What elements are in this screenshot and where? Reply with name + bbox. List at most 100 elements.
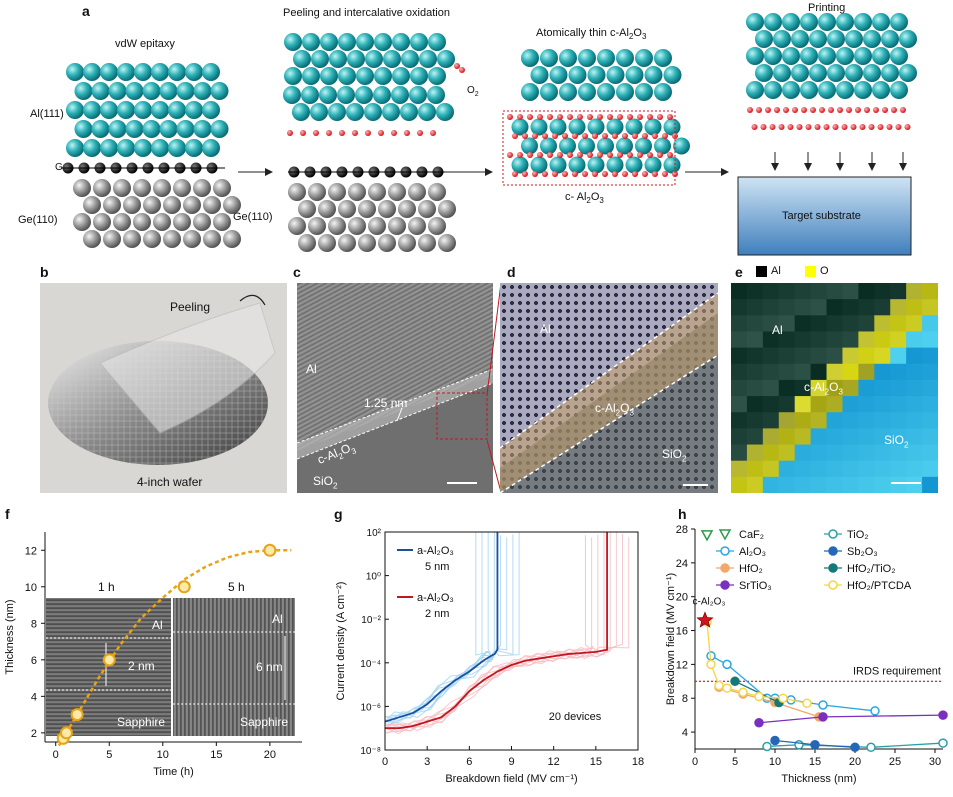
al-atom [644, 156, 662, 174]
series-line [384, 532, 499, 723]
al-atom [134, 101, 152, 119]
al-atom [383, 50, 401, 68]
data-point [818, 712, 828, 722]
x-tick-label: 5 [106, 749, 112, 761]
y-tick-label: 10 [25, 582, 37, 594]
legend-label: a-Al₂O₃ [417, 545, 454, 557]
al-atom [320, 67, 338, 85]
inset-right-substrate: Sapphire [240, 715, 289, 729]
eds-pixel [874, 315, 891, 332]
eds-pixel [922, 460, 938, 478]
panel-c-tem-image [297, 283, 493, 493]
y-axis-label: Current density (A cm⁻²) [335, 582, 347, 701]
al-atom [644, 66, 663, 84]
al-atom [827, 30, 845, 48]
eds-pixel [858, 315, 875, 332]
legend-label: Sb₂O₃ [847, 546, 878, 558]
al-atom [578, 137, 595, 155]
data-point [938, 738, 948, 748]
eds-pixel [778, 476, 796, 493]
inset-left-thickness: 2 nm [128, 659, 155, 673]
o-atom [783, 107, 789, 113]
eds-pixel [794, 299, 812, 316]
eds-pixel [778, 412, 796, 429]
eds-pixel [858, 412, 875, 429]
al-atom [890, 13, 908, 31]
al-atom [437, 50, 455, 68]
eds-pixel [858, 428, 875, 446]
o-atom [313, 130, 319, 136]
c-al2o3-label: c- Al2O3 [565, 191, 604, 206]
eds-pixel [810, 444, 828, 462]
o-atom [792, 107, 798, 113]
al-atom [410, 67, 428, 85]
x-tick-label: 18 [632, 756, 644, 768]
eds-pixel [731, 315, 748, 332]
o-atom [300, 130, 306, 136]
eds-pixel [762, 428, 780, 446]
y-tick-label: 8 [31, 618, 37, 630]
eds-pixel [731, 444, 748, 462]
legend-label: HfO₂ [739, 563, 763, 575]
panel-c-al: Al [306, 362, 317, 376]
x-tick-label: 12 [548, 756, 560, 768]
o-atom [582, 133, 588, 139]
eds-pixel [890, 476, 907, 493]
al-atom [301, 86, 319, 104]
eds-pixel [794, 460, 812, 478]
al-atom [791, 30, 809, 48]
data-point [730, 676, 740, 687]
al-atom [202, 63, 220, 81]
al-atom [356, 33, 374, 51]
al-atom [91, 120, 110, 138]
eds-pixel [731, 299, 748, 316]
wafer-label: 4-inch wafer [137, 475, 203, 489]
eds-pixel [858, 347, 875, 365]
ge-atom [183, 196, 201, 214]
eds-pixel [762, 363, 780, 381]
al-atom [899, 64, 917, 82]
o-atom [769, 124, 776, 130]
panel-h-label: h [678, 506, 687, 522]
o-atom [562, 171, 568, 177]
data-point [802, 698, 812, 709]
eds-pixel [922, 347, 938, 365]
eds-pixel [810, 476, 828, 493]
al-atom [134, 63, 152, 81]
eds-pixel [890, 331, 907, 349]
o-atom [877, 124, 884, 130]
inset-left-substrate: Sapphire [117, 715, 166, 729]
eds-pixel [874, 460, 891, 478]
eds-pixel [858, 444, 875, 462]
al-atom [284, 67, 302, 85]
ge-atom [288, 183, 306, 201]
legend-marker [720, 546, 730, 556]
ge-atom [73, 179, 91, 197]
y-tick-label: 10⁻² [361, 615, 381, 626]
legend-marker [828, 529, 838, 539]
al-atom [764, 47, 782, 65]
eds-pixel [762, 331, 780, 349]
data-point [263, 543, 277, 557]
o-atom [577, 114, 583, 120]
ge-atom [298, 200, 316, 218]
al-atom [872, 81, 890, 99]
al-atom [292, 103, 310, 121]
al-atom [872, 47, 890, 65]
ge-atom [298, 234, 316, 252]
ge-atom [318, 234, 336, 252]
data-point [59, 726, 73, 740]
ge-atom [93, 179, 111, 197]
eds-pixel [906, 460, 923, 478]
data-point [706, 659, 716, 670]
eds-pixel [858, 283, 875, 300]
al-atom [134, 139, 152, 157]
al-atom [436, 103, 454, 121]
ge-atom [358, 200, 376, 218]
ge110-mid-label: Ge(110) [233, 211, 273, 223]
al-atom [635, 137, 652, 155]
o-atom [617, 114, 623, 120]
eds-pixel [906, 396, 923, 413]
eds-pixel [731, 428, 748, 446]
eds-pixel [858, 476, 875, 493]
